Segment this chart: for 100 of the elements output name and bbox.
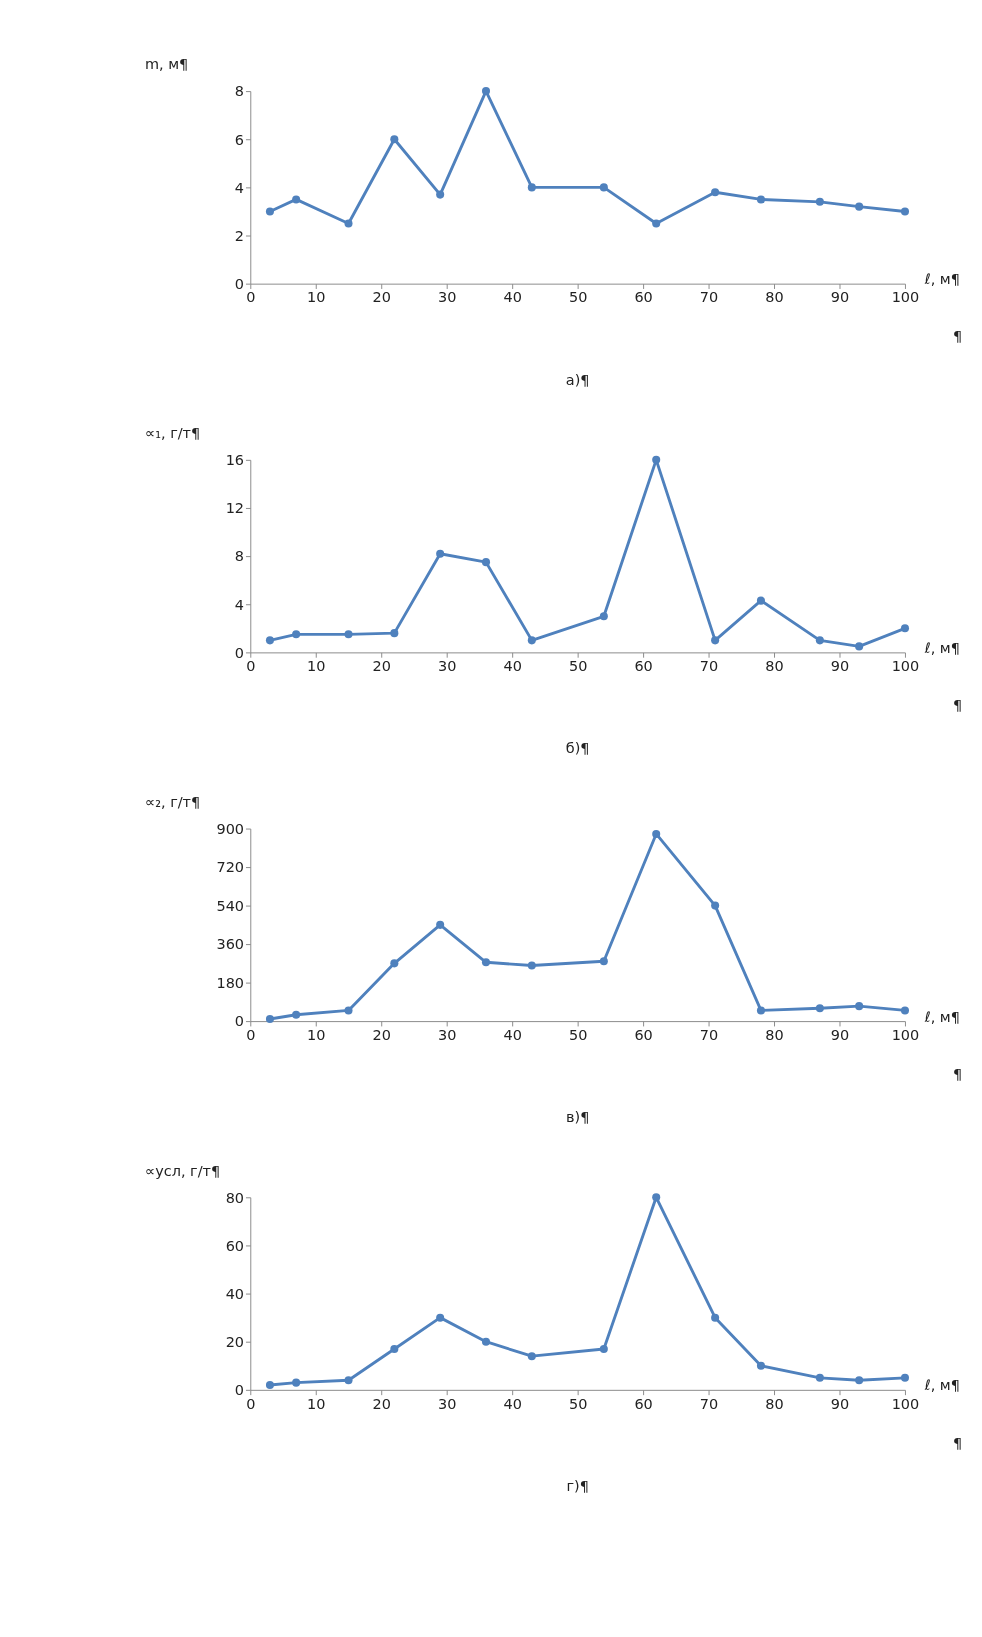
- x-tick-label: 100: [891, 289, 920, 306]
- y-tick-label: 4: [234, 179, 245, 196]
- point: [652, 1193, 661, 1202]
- y-tick-label: 0: [234, 644, 245, 661]
- x-tick-label: 20: [372, 658, 391, 675]
- x-tick-label: 50: [568, 658, 588, 675]
- y-tick-label: 2: [234, 227, 245, 244]
- x-tick-label: 80: [765, 1395, 784, 1412]
- x-tick-label: 60: [634, 289, 653, 306]
- x-tick-label: 40: [503, 658, 522, 675]
- point: [815, 636, 824, 645]
- point: [900, 207, 910, 216]
- x-tick-label: 100: [891, 1395, 920, 1412]
- point: [390, 959, 399, 968]
- x-tick-label: 40: [503, 1395, 522, 1412]
- x-tick-label: 60: [634, 1395, 653, 1412]
- y-tick-label: 540: [216, 897, 245, 914]
- point: [711, 901, 720, 910]
- point: [599, 612, 608, 621]
- point: [344, 1376, 353, 1385]
- point: [436, 190, 445, 199]
- point: [292, 1010, 301, 1019]
- x-tick-label: 70: [699, 1395, 719, 1412]
- x-tick-label: 30: [438, 289, 457, 306]
- point: [599, 1344, 608, 1353]
- point: [527, 636, 536, 645]
- text: г)¶: [566, 1477, 589, 1494]
- x-tick-label: 90: [830, 658, 850, 675]
- point: [815, 1004, 824, 1013]
- text: а)¶: [565, 371, 590, 388]
- y-tick-label: 8: [234, 83, 245, 100]
- y-tick-label: 0: [234, 1382, 245, 1399]
- point: [855, 1002, 864, 1011]
- point: [292, 630, 301, 639]
- x-tick-label: 60: [634, 658, 653, 675]
- text: ¶: [953, 328, 963, 345]
- point: [292, 195, 301, 204]
- point: [390, 1344, 399, 1353]
- point: [756, 596, 765, 605]
- point: [900, 1373, 910, 1382]
- x-tick-label: 90: [830, 1395, 850, 1412]
- text: в)¶: [565, 1109, 590, 1126]
- point: [527, 1352, 536, 1361]
- point: [481, 558, 491, 567]
- point: [390, 135, 399, 144]
- y-tick-label: 16: [225, 452, 245, 469]
- y-tick-label: 80: [225, 1189, 245, 1206]
- point: [436, 920, 445, 929]
- x-tick-label: 40: [503, 1026, 522, 1043]
- x-tick-label: 80: [765, 1026, 784, 1043]
- point: [756, 1006, 765, 1015]
- x-tick-label: 50: [568, 1395, 588, 1412]
- x-axis-title: ℓ, м¶: [923, 271, 960, 288]
- point: [390, 629, 399, 638]
- x-tick-label: 20: [372, 1026, 391, 1043]
- point: [436, 549, 445, 558]
- y-tick-label: 8: [234, 548, 245, 565]
- x-axis-title: ℓ, м¶: [923, 639, 960, 656]
- y-tick-label: 20: [225, 1334, 245, 1351]
- x-tick-label: 50: [568, 1026, 588, 1043]
- point: [265, 1381, 274, 1390]
- y-tick-label: 12: [225, 500, 245, 517]
- point: [344, 1006, 353, 1015]
- y-axis-title: m, м¶: [144, 56, 189, 73]
- x-tick-label: 100: [891, 1026, 920, 1043]
- x-tick-label: 100: [891, 658, 920, 675]
- point: [652, 455, 661, 464]
- point: [711, 1313, 720, 1322]
- point: [599, 957, 608, 966]
- y-tick-label: 60: [225, 1237, 245, 1254]
- point: [265, 207, 274, 216]
- x-tick-label: 70: [699, 1026, 719, 1043]
- x-tick-label: 80: [765, 658, 784, 675]
- y-tick-label: 180: [216, 974, 245, 991]
- y-tick-label: 720: [216, 859, 245, 876]
- point: [292, 1378, 301, 1387]
- x-axis-title: ℓ, м¶: [923, 1008, 960, 1025]
- point: [344, 630, 353, 639]
- point: [481, 1337, 491, 1346]
- x-tick-label: 0: [246, 289, 256, 306]
- y-axis-title: ∝₂, г/т¶: [144, 793, 201, 810]
- point: [265, 1014, 274, 1024]
- x-tick-label: 70: [699, 289, 719, 306]
- point: [265, 636, 274, 645]
- x-tick-label: 90: [830, 1026, 850, 1043]
- point: [711, 636, 720, 645]
- x-tick-label: 60: [634, 1026, 653, 1043]
- point: [652, 219, 661, 228]
- y-tick-label: 6: [234, 131, 245, 148]
- point: [756, 195, 765, 204]
- point: [855, 202, 864, 211]
- y-tick-label: 40: [225, 1285, 245, 1302]
- y-tick-label: 0: [234, 275, 245, 292]
- x-tick-label: 10: [307, 658, 326, 675]
- x-tick-label: 20: [372, 289, 391, 306]
- y-tick-label: 0: [234, 1013, 245, 1030]
- x-tick-label: 30: [438, 658, 457, 675]
- point: [652, 829, 661, 838]
- point: [599, 183, 608, 192]
- point: [711, 188, 720, 197]
